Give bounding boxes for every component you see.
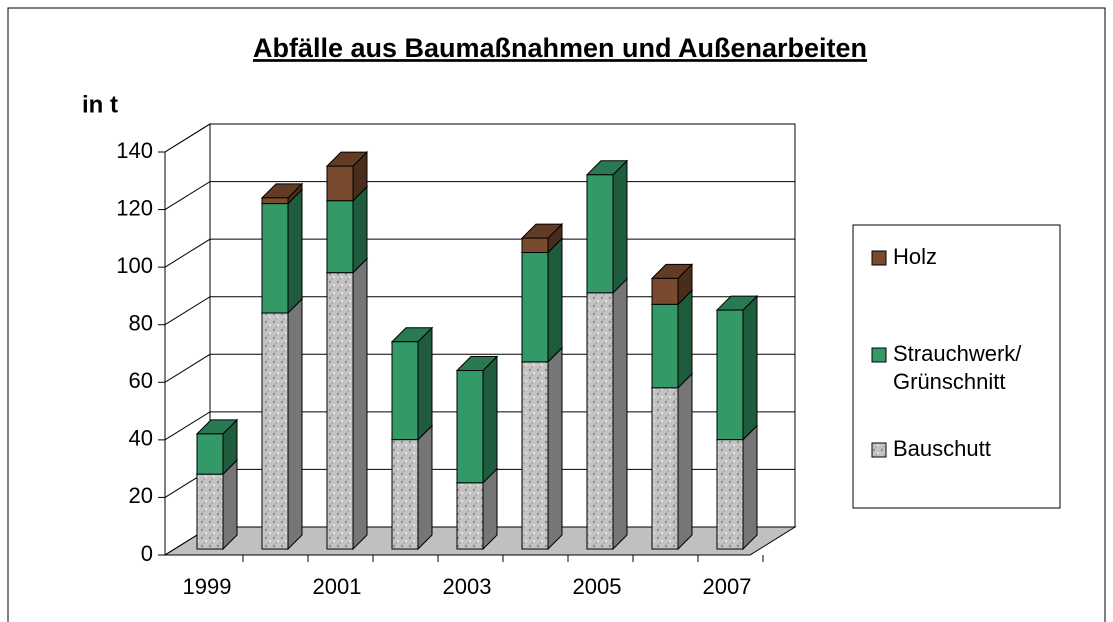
bar-segment bbox=[325, 257, 369, 551]
legend-label: Strauchwerk/Grünschnitt bbox=[893, 341, 1022, 394]
bar-segment bbox=[195, 418, 239, 476]
bar-segment bbox=[650, 289, 694, 390]
bar-front bbox=[326, 200, 354, 274]
bar-front bbox=[521, 252, 549, 363]
bar-side bbox=[742, 294, 758, 441]
bar-side bbox=[417, 326, 433, 441]
y-tick-label: 140 bbox=[116, 138, 153, 163]
bar-segment bbox=[260, 182, 304, 205]
bar-front bbox=[521, 237, 549, 254]
x-tick-label: 2001 bbox=[313, 574, 362, 599]
bar-front bbox=[716, 309, 744, 441]
bar-segment bbox=[650, 372, 694, 551]
bar-front bbox=[326, 165, 354, 202]
bar-side bbox=[352, 257, 368, 551]
y-axis-label: in t bbox=[82, 91, 118, 118]
bar-side bbox=[417, 424, 433, 551]
bar-front bbox=[651, 277, 679, 305]
y-tick-label: 0 bbox=[141, 541, 153, 566]
bar-front bbox=[261, 203, 289, 314]
bar-segment bbox=[390, 326, 434, 441]
bar-side bbox=[482, 355, 498, 484]
bar-segment bbox=[455, 355, 499, 484]
chart-title: Abfälle aus Baumaßnahmen und Außenarbeit… bbox=[253, 33, 867, 63]
bar-segment bbox=[650, 263, 694, 306]
y-tick-label: 100 bbox=[116, 253, 153, 278]
bar-front bbox=[586, 292, 614, 550]
bar-front bbox=[651, 303, 679, 389]
bar-segment bbox=[520, 222, 564, 254]
bar-side bbox=[547, 237, 563, 364]
y-tick-label: 40 bbox=[129, 426, 153, 451]
bar-side bbox=[352, 185, 368, 274]
x-tick-label: 2005 bbox=[573, 574, 622, 599]
bar-front bbox=[326, 272, 354, 550]
bar-segment bbox=[260, 188, 304, 315]
grid-line bbox=[164, 123, 795, 153]
bar-segment bbox=[260, 297, 304, 551]
y-tick-label: 60 bbox=[129, 368, 153, 393]
legend-swatch bbox=[871, 442, 887, 458]
bar-front bbox=[261, 312, 289, 550]
x-tick-label: 1999 bbox=[183, 574, 232, 599]
bar-front bbox=[716, 439, 744, 550]
bar-segment bbox=[585, 277, 629, 551]
y-tick-label: 20 bbox=[129, 483, 153, 508]
bar-side bbox=[287, 297, 303, 551]
bar-segment bbox=[715, 294, 759, 441]
bar-side bbox=[742, 424, 758, 551]
legend-swatch bbox=[871, 347, 887, 363]
x-tick-label: 2007 bbox=[703, 574, 752, 599]
bar-segment bbox=[715, 424, 759, 551]
bar-side bbox=[222, 458, 238, 551]
bar-front bbox=[196, 433, 224, 475]
legend-label: Holz bbox=[893, 244, 937, 269]
bar-front bbox=[196, 473, 224, 550]
bar-segment bbox=[520, 346, 564, 551]
bar-front bbox=[521, 361, 549, 550]
bar-side bbox=[612, 159, 628, 295]
bar-side bbox=[287, 188, 303, 315]
legend-swatch bbox=[871, 250, 887, 266]
bar-segment bbox=[585, 159, 629, 295]
bar-front bbox=[391, 439, 419, 550]
bar-front bbox=[261, 197, 289, 205]
bar-front bbox=[586, 174, 614, 294]
bar-front bbox=[391, 341, 419, 441]
bar-side bbox=[612, 277, 628, 551]
x-tick-label: 2003 bbox=[443, 574, 492, 599]
bar-front bbox=[456, 370, 484, 484]
bar-side bbox=[677, 372, 693, 551]
bar-front bbox=[456, 482, 484, 550]
legend bbox=[852, 224, 1061, 509]
bar-side bbox=[677, 289, 693, 390]
y-tick-label: 120 bbox=[116, 195, 153, 220]
y-tick-label: 80 bbox=[129, 311, 153, 336]
bar-segment bbox=[325, 150, 369, 202]
legend-label: Bauschutt bbox=[893, 436, 991, 461]
bar-segment bbox=[520, 237, 564, 364]
bar-segment bbox=[390, 424, 434, 551]
bar-side bbox=[547, 346, 563, 551]
bar-front bbox=[651, 387, 679, 550]
